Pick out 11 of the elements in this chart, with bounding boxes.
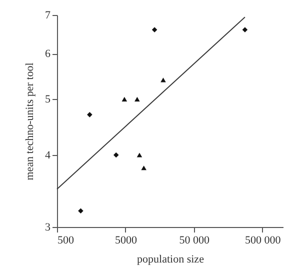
- y-tick-label: 4: [45, 150, 51, 162]
- x-tick-label: 50 000: [179, 234, 210, 246]
- x-tick-label: 5000: [114, 234, 138, 246]
- y-tick-label: 5: [45, 94, 51, 106]
- x-tick-label: 500: [58, 234, 74, 246]
- y-axis-title: mean techno-units per tool: [24, 62, 36, 180]
- x-tick-label: 500 000: [245, 234, 282, 246]
- x-axis-title: population size: [137, 254, 204, 266]
- y-tick-label: 7: [45, 10, 51, 22]
- y-tick-label: 6: [45, 48, 51, 60]
- y-tick-label: 3: [45, 222, 51, 234]
